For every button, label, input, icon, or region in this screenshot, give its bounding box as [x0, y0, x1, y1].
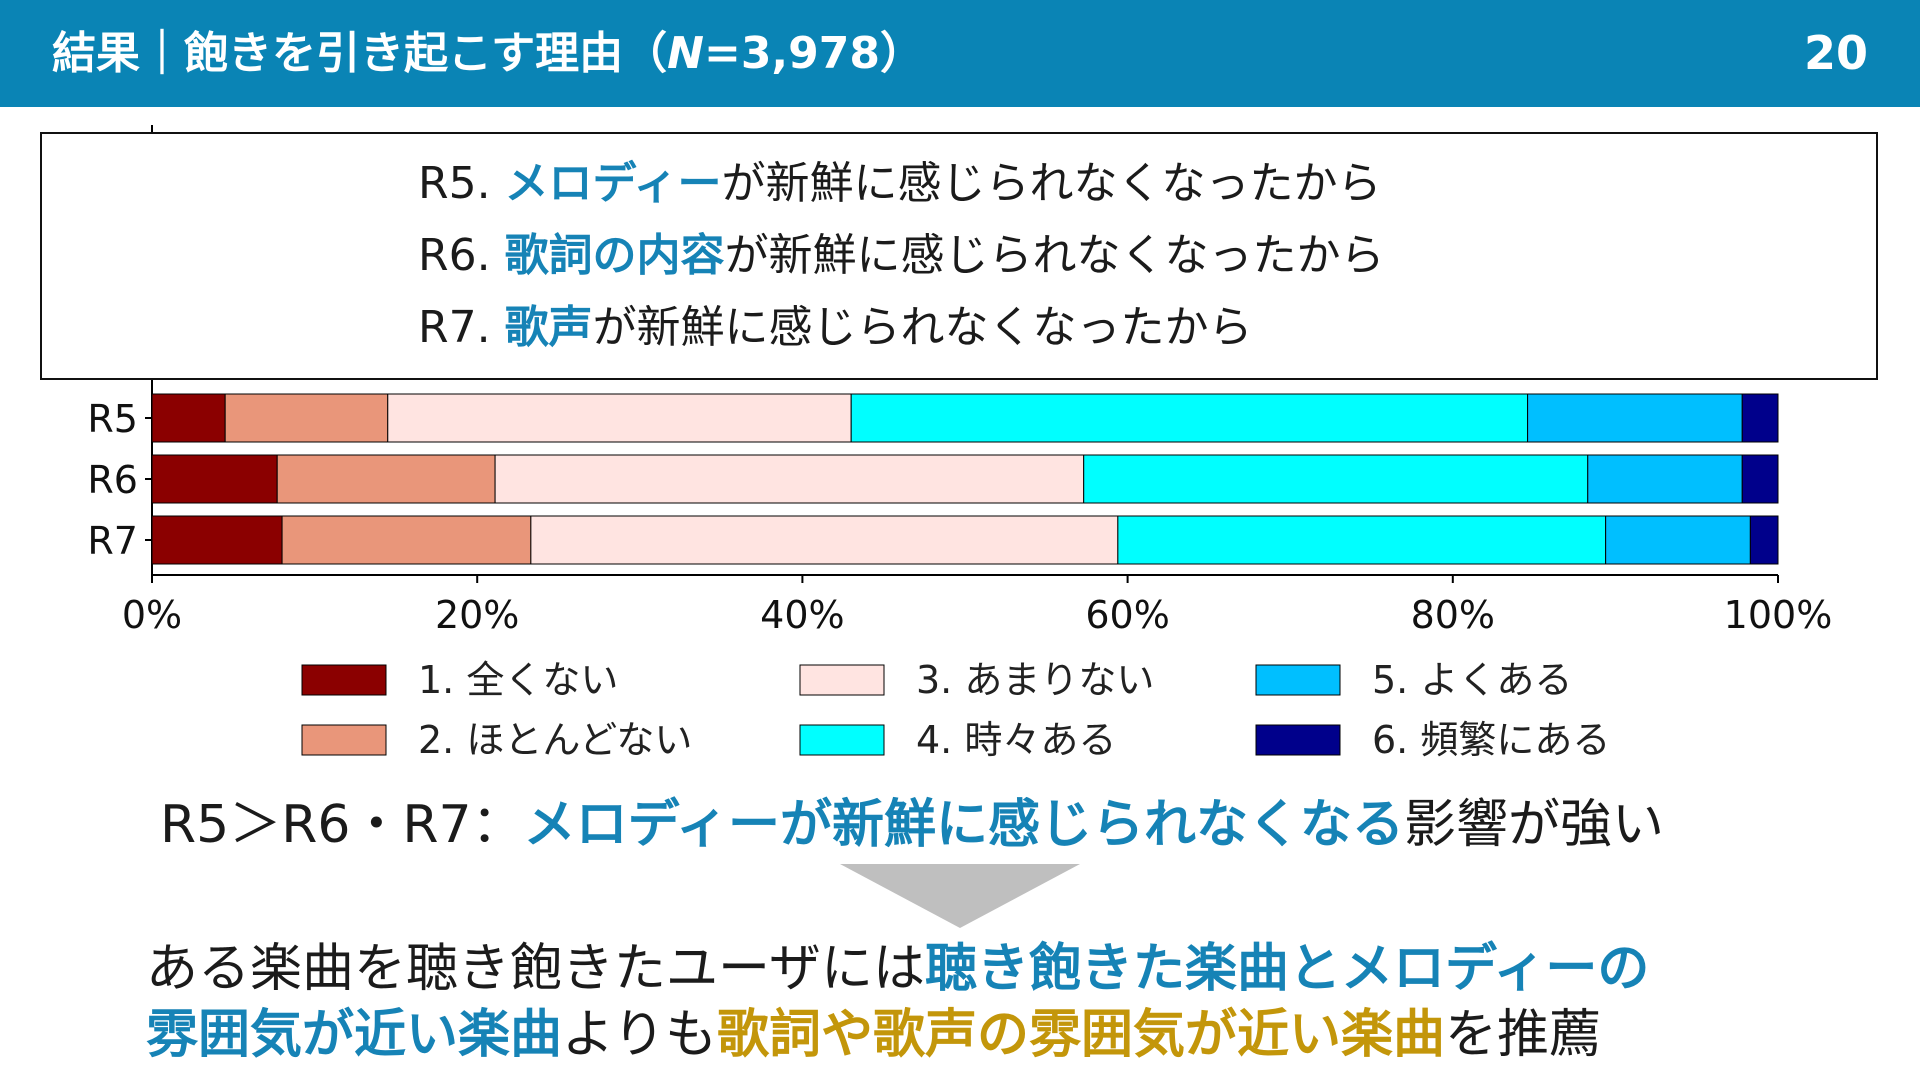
- x-tick-label: 40%: [760, 593, 844, 637]
- question-highlight: メロディー: [504, 158, 722, 209]
- legend-label: 6. 頻繁にある: [1372, 718, 1610, 762]
- title-n: N: [667, 28, 704, 79]
- legend-swatch: [1255, 724, 1341, 756]
- recommendation-line-1: ある楽曲を聴き飽きたユーザには聴き飽きた楽曲とメロディーの: [146, 936, 1649, 1002]
- recommendation-line-2: 雰囲気が近い楽曲よりも歌詞や歌声の雰囲気が近い楽曲を推薦: [146, 1002, 1649, 1068]
- question-r7: R7. 歌声が新鮮に感じられなくなったから: [418, 298, 1253, 358]
- y-tick-label: R6: [87, 458, 138, 502]
- conclusion-line: R5＞R6・R7：メロディーが新鮮に感じられなくなる影響が強い: [160, 790, 1664, 860]
- down-arrow-icon: [840, 864, 1080, 928]
- bar-r6-s2: [276, 454, 496, 504]
- bar-r5-s1: [151, 393, 226, 443]
- legend-swatch: [301, 664, 387, 696]
- page-number: 20: [1803, 26, 1868, 80]
- question-text: が新鮮に感じられなくなったから: [724, 230, 1385, 281]
- legend-label: 5. よくある: [1372, 658, 1572, 702]
- x-tick-label: 80%: [1411, 593, 1495, 637]
- bar-r6-s1: [151, 454, 278, 504]
- bar-r6-s5: [1587, 454, 1743, 504]
- question-highlight: 歌詞の内容: [504, 230, 725, 281]
- bar-r7-s3: [530, 515, 1119, 565]
- legend-swatch: [799, 664, 885, 696]
- bar-r5-s4: [850, 393, 1529, 443]
- recommendation: ある楽曲を聴き飽きたユーザには聴き飽きた楽曲とメロディーの 雰囲気が近い楽曲より…: [146, 936, 1649, 1068]
- y-tick-label: R7: [87, 519, 138, 563]
- bar-r7-s1: [151, 515, 283, 565]
- conclusion-suffix: 影響が強い: [1404, 795, 1665, 855]
- conclusion-prefix: R5＞R6・R7：: [160, 795, 524, 855]
- rec-text: を推薦: [1445, 1005, 1602, 1065]
- question-code: R5.: [418, 158, 491, 209]
- rec-text: ある楽曲を聴き飽きたユーザには: [146, 939, 925, 999]
- question-r6: R6. 歌詞の内容が新鮮に感じられなくなったから: [418, 226, 1385, 286]
- bar-r6-s3: [494, 454, 1085, 504]
- title-suffix: =3,978）: [703, 28, 924, 79]
- x-tick-label: 20%: [435, 593, 519, 637]
- bar-r6-s6: [1741, 454, 1779, 504]
- rec-highlight-blue: 雰囲気が近い楽曲: [146, 1005, 563, 1065]
- x-tick-label: 0%: [122, 593, 182, 637]
- bar-r5-s2: [224, 393, 389, 443]
- legend-swatch: [1255, 664, 1341, 696]
- legend-label: 1. 全くない: [418, 658, 618, 702]
- legend-label: 2. ほとんどない: [418, 718, 692, 762]
- question-code: R6.: [418, 230, 491, 281]
- rec-highlight-blue: 聴き飽きた楽曲とメロディーの: [924, 939, 1650, 999]
- question-text: が新鮮に感じられなくなったから: [592, 302, 1253, 353]
- x-tick-label: 60%: [1085, 593, 1169, 637]
- rec-text: よりも: [562, 1005, 717, 1065]
- legend-swatch: [301, 724, 387, 756]
- bar-r5-s5: [1527, 393, 1743, 443]
- question-legend-box: R5. メロディーが新鮮に感じられなくなったから R6. 歌詞の内容が新鮮に感じ…: [40, 132, 1878, 380]
- question-r5: R5. メロディーが新鮮に感じられなくなったから: [418, 154, 1381, 214]
- slide-title: 結果｜飽きを引き起こす理由（N=3,978）: [52, 0, 924, 107]
- title-bar: 結果｜飽きを引き起こす理由（N=3,978） 20: [0, 0, 1920, 107]
- legend-label: 4. 時々ある: [916, 718, 1116, 762]
- bar-r5-s6: [1741, 393, 1779, 443]
- question-text: が新鮮に感じられなくなったから: [721, 158, 1382, 209]
- x-tick-label: 100%: [1724, 593, 1833, 637]
- bar-r5-s3: [387, 393, 852, 443]
- bar-r7-s6: [1749, 515, 1779, 565]
- question-highlight: 歌声: [504, 302, 593, 353]
- bar-r7-s5: [1605, 515, 1751, 565]
- legend-swatch: [799, 724, 885, 756]
- legend-label: 3. あまりない: [916, 658, 1154, 702]
- bar-r7-s2: [281, 515, 532, 565]
- bar-r7-s4: [1117, 515, 1607, 565]
- title-prefix: 結果｜飽きを引き起こす理由（: [52, 28, 668, 79]
- conclusion-highlight: メロディーが新鮮に感じられなくなる: [523, 795, 1405, 855]
- y-tick-label: R5: [87, 397, 138, 441]
- rec-highlight-gold: 歌詞や歌声の雰囲気が近い楽曲: [716, 1005, 1445, 1065]
- bar-r6-s4: [1083, 454, 1589, 504]
- question-code: R7.: [418, 302, 491, 353]
